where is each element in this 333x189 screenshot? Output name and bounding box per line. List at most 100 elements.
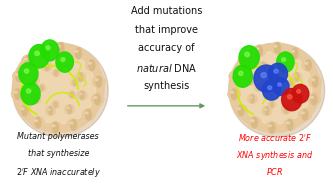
Ellipse shape (54, 69, 58, 77)
Ellipse shape (52, 122, 59, 134)
Ellipse shape (77, 90, 87, 100)
Ellipse shape (75, 47, 82, 59)
Ellipse shape (29, 45, 49, 68)
Ellipse shape (310, 93, 318, 105)
Ellipse shape (32, 76, 37, 85)
Ellipse shape (63, 63, 66, 65)
Ellipse shape (312, 76, 319, 88)
Ellipse shape (268, 86, 272, 90)
Ellipse shape (273, 78, 289, 95)
Ellipse shape (286, 122, 290, 125)
Ellipse shape (14, 88, 21, 100)
Ellipse shape (21, 83, 40, 105)
Ellipse shape (21, 52, 96, 124)
Ellipse shape (71, 79, 79, 86)
Ellipse shape (11, 88, 24, 100)
Ellipse shape (15, 73, 19, 76)
Ellipse shape (248, 116, 261, 129)
Ellipse shape (61, 60, 71, 70)
Ellipse shape (75, 50, 79, 53)
Ellipse shape (36, 45, 50, 57)
Ellipse shape (76, 72, 86, 82)
Text: $\bf{\it{2'F\ XNA}}$ $\it{inaccurately}$: $\bf{\it{2'F\ XNA}}$ $\it{inaccurately}$ (16, 166, 101, 179)
Ellipse shape (248, 78, 251, 80)
Ellipse shape (92, 76, 106, 88)
Ellipse shape (82, 109, 95, 121)
Ellipse shape (94, 93, 101, 105)
Ellipse shape (91, 93, 104, 105)
Ellipse shape (57, 42, 65, 54)
Ellipse shape (94, 96, 98, 99)
Ellipse shape (80, 90, 85, 100)
Ellipse shape (293, 90, 304, 100)
Ellipse shape (39, 45, 47, 57)
Ellipse shape (310, 96, 314, 99)
Ellipse shape (291, 50, 295, 53)
Ellipse shape (57, 45, 61, 48)
Ellipse shape (33, 96, 36, 99)
Ellipse shape (268, 101, 276, 108)
Ellipse shape (52, 69, 60, 77)
Ellipse shape (56, 52, 73, 72)
Ellipse shape (27, 89, 31, 93)
Ellipse shape (283, 119, 297, 131)
Ellipse shape (64, 60, 69, 70)
Ellipse shape (254, 84, 262, 92)
Ellipse shape (305, 59, 312, 71)
Ellipse shape (46, 46, 50, 50)
Ellipse shape (240, 58, 244, 61)
Ellipse shape (250, 119, 254, 122)
Ellipse shape (52, 101, 60, 108)
Ellipse shape (31, 94, 41, 104)
Ellipse shape (85, 111, 89, 115)
Ellipse shape (280, 63, 283, 65)
Ellipse shape (311, 78, 315, 81)
Ellipse shape (255, 48, 259, 51)
Ellipse shape (48, 106, 53, 116)
Ellipse shape (258, 62, 268, 71)
Ellipse shape (254, 65, 278, 92)
Ellipse shape (79, 93, 82, 95)
Ellipse shape (264, 106, 269, 116)
Ellipse shape (245, 52, 249, 57)
Ellipse shape (294, 72, 300, 82)
FancyArrowPatch shape (128, 104, 204, 108)
Ellipse shape (292, 84, 309, 103)
Ellipse shape (21, 55, 35, 67)
Ellipse shape (261, 64, 263, 66)
Ellipse shape (296, 90, 301, 100)
Ellipse shape (283, 107, 286, 109)
Ellipse shape (29, 76, 40, 85)
Ellipse shape (24, 69, 29, 73)
Ellipse shape (85, 109, 92, 121)
Ellipse shape (268, 124, 272, 127)
Ellipse shape (12, 70, 26, 83)
Ellipse shape (12, 43, 104, 132)
Ellipse shape (45, 106, 56, 116)
Ellipse shape (32, 78, 35, 80)
Ellipse shape (262, 106, 272, 116)
Ellipse shape (24, 58, 28, 61)
Ellipse shape (273, 45, 277, 48)
Ellipse shape (248, 76, 253, 85)
Ellipse shape (67, 107, 70, 109)
Ellipse shape (261, 73, 266, 78)
Ellipse shape (237, 52, 312, 124)
Ellipse shape (21, 105, 28, 117)
Ellipse shape (309, 76, 322, 88)
Ellipse shape (70, 91, 74, 98)
Ellipse shape (34, 116, 42, 129)
Ellipse shape (278, 83, 281, 86)
Ellipse shape (237, 105, 245, 117)
Ellipse shape (289, 79, 293, 86)
Text: Add mutations: Add mutations (131, 6, 202, 16)
Ellipse shape (286, 119, 294, 131)
Ellipse shape (241, 55, 248, 67)
Ellipse shape (230, 91, 234, 94)
Ellipse shape (73, 79, 77, 86)
Ellipse shape (284, 91, 292, 98)
Ellipse shape (265, 122, 279, 134)
Ellipse shape (49, 122, 62, 134)
Ellipse shape (230, 88, 238, 100)
Ellipse shape (270, 69, 274, 77)
